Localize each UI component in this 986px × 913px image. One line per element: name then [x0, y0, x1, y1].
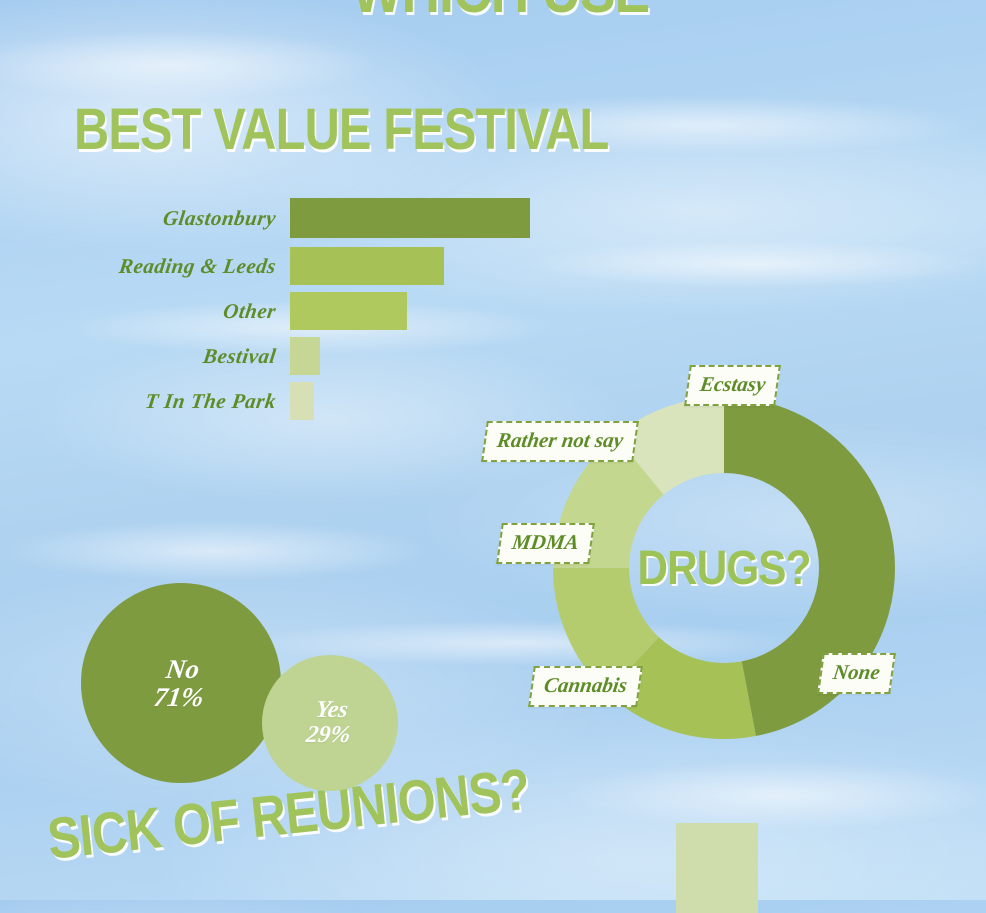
bar-row: Other — [90, 289, 560, 333]
bar-row: Reading & Leeds — [90, 244, 560, 288]
bar-track — [290, 334, 560, 378]
bar-label: Reading & Leeds — [117, 253, 278, 278]
bubble-yes-29-percent: Yes 29% — [262, 655, 398, 791]
bar-label: Other — [221, 298, 278, 323]
donut-segment-ecstasy — [553, 397, 895, 739]
bottom-chart-block-cutoff — [676, 823, 758, 913]
bar-fill-other — [290, 292, 407, 330]
donut-tag-mdma[interactable]: MDMA — [496, 523, 595, 564]
bar-track — [290, 379, 560, 423]
bubble-no-71-percent: No 71% — [81, 583, 281, 783]
cloud-wisp — [0, 520, 430, 582]
bar-fill-bestival — [290, 337, 320, 375]
bar-label: Bestival — [201, 343, 278, 368]
bubble-no-label: No — [164, 653, 202, 684]
bubble-no-text: No 71% — [152, 653, 209, 712]
best-value-festival-bar-chart: Glastonbury Reading & Leeds Other Bestiv… — [90, 196, 560, 426]
bar-label: T In The Park — [143, 388, 278, 413]
bar-track — [290, 244, 560, 288]
donut-tag-cannabis[interactable]: Cannabis — [528, 666, 643, 707]
bar-track — [290, 196, 560, 240]
bar-row: Glastonbury — [90, 196, 560, 240]
donut-tag-rather-not-say[interactable]: Rather not say — [481, 421, 639, 462]
bar-fill-t-in-the-park — [290, 382, 314, 420]
bar-label: Glastonbury — [161, 205, 278, 230]
donut-tag-none[interactable]: None — [817, 653, 896, 694]
bubble-no-value: 71% — [152, 682, 206, 712]
bar-fill-reading-and-leeds — [290, 247, 444, 285]
bar-row: T In The Park — [90, 379, 560, 423]
bubble-yes-value: 29% — [304, 722, 353, 748]
cloud-wisp — [0, 30, 380, 100]
bar-fill-glastonbury — [290, 198, 530, 238]
section-title-best-value-festival: BEST VALUE FESTIVAL — [74, 97, 609, 162]
bubble-yes-text: Yes 29% — [304, 696, 355, 748]
cloud-wisp — [560, 760, 986, 830]
section-title-top-cutoff: WHICH USE — [352, 0, 650, 27]
donut-svg — [553, 397, 895, 739]
bubble-yes-label: Yes — [314, 696, 350, 723]
donut-tag-ecstasy[interactable]: Ecstasy — [684, 365, 782, 406]
donut-segment-cannabis — [553, 397, 895, 739]
cloud-wisp — [520, 240, 986, 288]
donut-segment-mdma — [553, 397, 895, 739]
bar-row: Bestival — [90, 334, 560, 378]
bar-track — [290, 289, 560, 333]
